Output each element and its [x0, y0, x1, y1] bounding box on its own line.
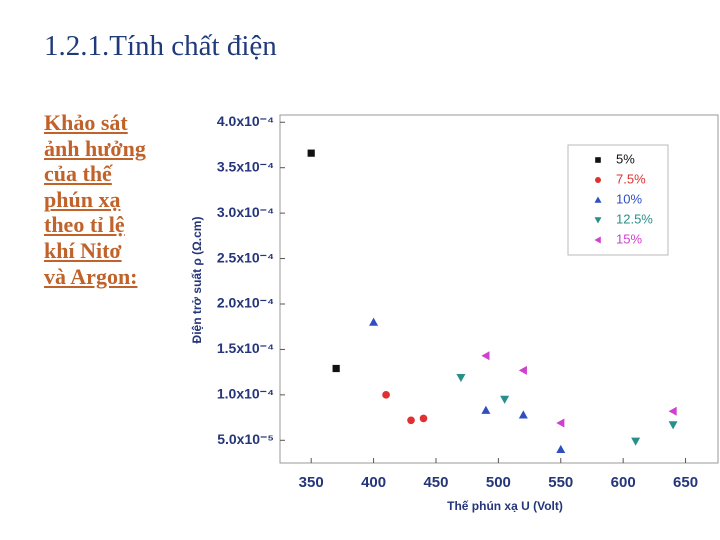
legend-label: 7.5%	[616, 171, 646, 186]
body-text: Khảo sát ảnh hưởng của thế phún xạ theo tỉ l…	[44, 110, 146, 289]
body-line: theo tỉ lệ	[44, 212, 125, 238]
y-tick-label: 3.0x10⁻⁴	[217, 204, 274, 220]
legend-label: 5%	[616, 151, 635, 166]
body-line: khí Nitơ	[44, 237, 122, 263]
y-axis-label: Điện trở suất ρ (Ω.cm)	[190, 217, 204, 344]
x-tick-label: 450	[423, 474, 448, 491]
point	[518, 410, 528, 419]
legend-label: 10%	[616, 191, 642, 206]
point	[407, 416, 415, 425]
y-tick-label: 1.5x10⁻⁴	[217, 340, 274, 356]
plot-frame	[279, 114, 719, 464]
y-tick-label: 3.5x10⁻⁴	[217, 158, 274, 174]
point	[481, 405, 491, 414]
point	[382, 391, 390, 399]
legend-marker	[595, 177, 601, 183]
point	[518, 365, 527, 375]
y-tick-label: 5.0x10⁻⁵	[217, 431, 274, 447]
legend-label: 12.5%	[616, 211, 653, 226]
point	[668, 421, 678, 430]
y-tick-label: 2.5x10⁻⁴	[217, 249, 274, 265]
point	[456, 373, 466, 383]
y-tick-label: 4.0x10⁻⁴	[217, 113, 274, 129]
x-tick-label: 650	[673, 474, 698, 491]
x-tick-label: 400	[361, 474, 386, 491]
point	[307, 149, 315, 157]
legend-box	[567, 144, 669, 256]
point	[668, 406, 677, 416]
legend-marker	[595, 157, 601, 163]
body-line: và Argon:	[44, 263, 138, 289]
slide-title: 1.2.1.Tính chất điện	[44, 30, 277, 62]
x-axis-label: Thế phún xạ U (Volt)	[447, 499, 563, 513]
y-tick-label: 1.0x10⁻⁴	[217, 386, 274, 402]
body-line: của thế	[44, 161, 112, 187]
body-line: phún xạ	[44, 186, 121, 212]
legend-marker	[594, 217, 602, 224]
point	[481, 351, 490, 361]
body-line: Khảo sát	[44, 110, 128, 135]
legend-marker	[594, 196, 602, 203]
y-tick-label: 2.0x10⁻⁴	[217, 295, 274, 311]
x-tick-label: 350	[299, 474, 324, 491]
point	[556, 418, 565, 428]
point	[631, 437, 641, 446]
x-tick-label: 600	[611, 474, 636, 491]
x-tick-label: 550	[548, 474, 573, 491]
point	[369, 317, 379, 326]
point	[500, 395, 510, 404]
point	[419, 414, 428, 423]
point	[332, 364, 340, 373]
point	[556, 444, 566, 453]
body-line: ảnh hưởng	[44, 135, 146, 161]
x-tick-label: 500	[486, 474, 511, 491]
legend-marker	[594, 236, 601, 244]
legend-label: 15%	[616, 231, 642, 246]
